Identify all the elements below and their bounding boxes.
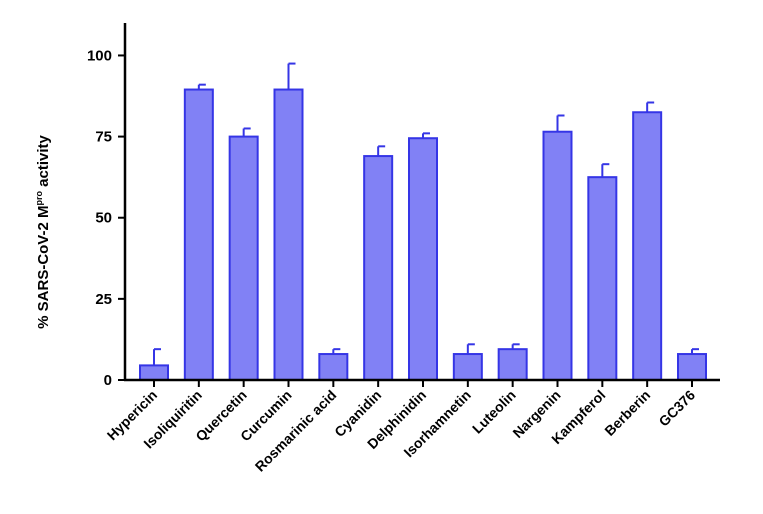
- bar-quercetin: [228, 135, 259, 381]
- error-bar-kampferol: [601, 163, 610, 178]
- error-bar-delphinidin: [422, 132, 430, 139]
- svg-text:% SARS-CoV-2 Mpro activity: % SARS-CoV-2 Mpro activity: [34, 134, 52, 328]
- bar-rosmarinic-acid: [318, 353, 349, 382]
- bar-nargenin: [542, 130, 573, 381]
- error-bar-quercetin: [242, 127, 251, 137]
- error-bar-curcumin: [287, 62, 296, 90]
- bar-delphinidin: [408, 137, 438, 381]
- error-bar-berberin: [646, 101, 655, 113]
- error-bar-isorhamnetin: [466, 343, 475, 355]
- error-bar-rosmarinic-acid: [332, 348, 341, 355]
- error-bar-isoliquiritin: [197, 83, 206, 90]
- bar-kampferol: [587, 176, 618, 381]
- x-ticks-group: HypericinIsoliquiritinQuercetinCurcuminR…: [104, 380, 698, 475]
- error-bar-hypericin: [153, 348, 161, 366]
- x-tick-label: GC376: [655, 387, 698, 430]
- bar-luteolin: [497, 348, 528, 381]
- error-bar-nargenin: [556, 114, 565, 132]
- y-axis-label-prefix: % SARS-CoV-2 M: [35, 206, 52, 329]
- y-axis-label: % SARS-CoV-2 Mpro activity: [34, 134, 52, 328]
- bar-isoliquiritin: [183, 88, 214, 381]
- x-tick-label: Berberin: [601, 387, 653, 439]
- bar-berberin: [632, 111, 663, 381]
- y-axis-label-suffix: activity: [35, 134, 52, 191]
- y-ticks-group: 0 25 50 75 100: [87, 47, 125, 389]
- bar-gc376: [677, 353, 707, 382]
- bars-group: [139, 88, 707, 382]
- y-tick-label: 25: [95, 291, 112, 308]
- bar-isorhamnetin: [452, 353, 483, 382]
- y-tick-label: 100: [87, 47, 112, 64]
- y-tick-label: 75: [95, 129, 112, 146]
- bar-cyanidin: [363, 155, 394, 381]
- error-bar-cyanidin: [377, 145, 386, 157]
- y-axis-label-superscript: pro: [34, 191, 44, 206]
- x-tick-label: Rosmarinic acid: [252, 387, 340, 475]
- y-tick-label: 50: [95, 210, 112, 227]
- error-bar-luteolin: [511, 343, 520, 350]
- y-tick-label: 0: [104, 372, 112, 389]
- bar-hypericin: [139, 364, 169, 381]
- error-bar-gc376: [691, 348, 699, 355]
- error-bars-group: [153, 62, 699, 366]
- bar-curcumin: [273, 88, 304, 381]
